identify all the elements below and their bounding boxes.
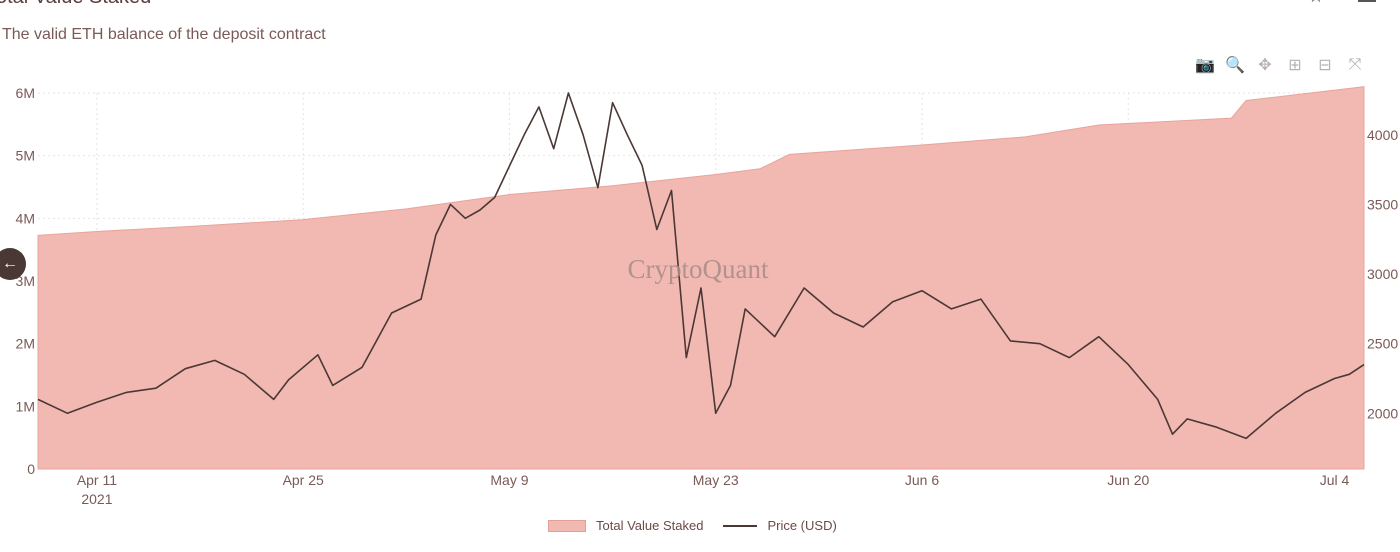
x-tick-label: May 9	[490, 472, 528, 488]
legend-label-price[interactable]: Price (USD)	[767, 518, 837, 533]
chart-modebar: 📷 🔍 ✥ ⊞ ⊟ ⤧	[1194, 54, 1366, 76]
chart-subtitle: The valid ETH balance of the deposit con…	[2, 26, 326, 43]
x-tick-label: Jun 20	[1107, 472, 1149, 488]
autoscale-icon[interactable]: ⤧	[1348, 56, 1362, 73]
x-tick-label: May 23	[693, 472, 739, 488]
y-left-tick-label: 2M	[16, 336, 35, 352]
star-icon[interactable]: ☆	[1308, 0, 1324, 7]
y-right-tick-label: 4000	[1367, 127, 1398, 143]
back-button[interactable]: ←	[0, 248, 26, 280]
legend-swatch-line	[723, 524, 758, 527]
zoom-out-icon[interactable]: ⊟	[1318, 57, 1332, 74]
y-left-tick-label: 5M	[16, 148, 35, 164]
menu-icon[interactable]: ▬	[1358, 0, 1376, 7]
total-value-staked-area	[37, 86, 1365, 470]
x-tick-label: Apr 11	[77, 472, 117, 488]
y-right-tick-label: 2000	[1367, 405, 1398, 421]
legend: Total Value Staked Price (USD)	[548, 518, 837, 533]
camera-icon[interactable]: 📷	[1195, 57, 1215, 74]
x-tick-label: Jun 6	[905, 472, 939, 488]
zoom-in-icon[interactable]: ⊞	[1288, 57, 1302, 74]
legend-label-staked[interactable]: Total Value Staked	[596, 518, 704, 533]
y-left-tick-label: 6M	[16, 85, 35, 101]
y-right-tick-label: 2500	[1367, 336, 1398, 352]
price-line	[37, 92, 1365, 440]
zoom-icon[interactable]: 🔍	[1225, 57, 1245, 74]
y-left-tick-label: 0	[27, 461, 35, 477]
pan-icon[interactable]: ✥	[1258, 57, 1272, 74]
x-tick-label: Jul 4	[1320, 472, 1350, 488]
legend-swatch-area	[548, 519, 586, 532]
y-right-tick-label: 3000	[1367, 266, 1398, 282]
y-right-tick-label: 3500	[1367, 196, 1398, 212]
page-actions: ☆ ▬	[1308, 0, 1376, 7]
y-left-tick-label: 4M	[16, 210, 35, 226]
axis-ticks: 0 1M 2M 3M 4M 5M 6M 2000 2500 3000 3500 4000 Apr 11 A…	[16, 85, 1399, 507]
y-left-tick-label: 3M	[16, 273, 35, 289]
x-tick-label: Apr 25	[283, 472, 324, 488]
chart-title: Total Value Staked	[0, 0, 151, 9]
x-year-label: 2021	[81, 491, 112, 507]
y-left-tick-label: 1M	[16, 398, 35, 414]
watermark: CryptoQuant	[628, 254, 769, 284]
